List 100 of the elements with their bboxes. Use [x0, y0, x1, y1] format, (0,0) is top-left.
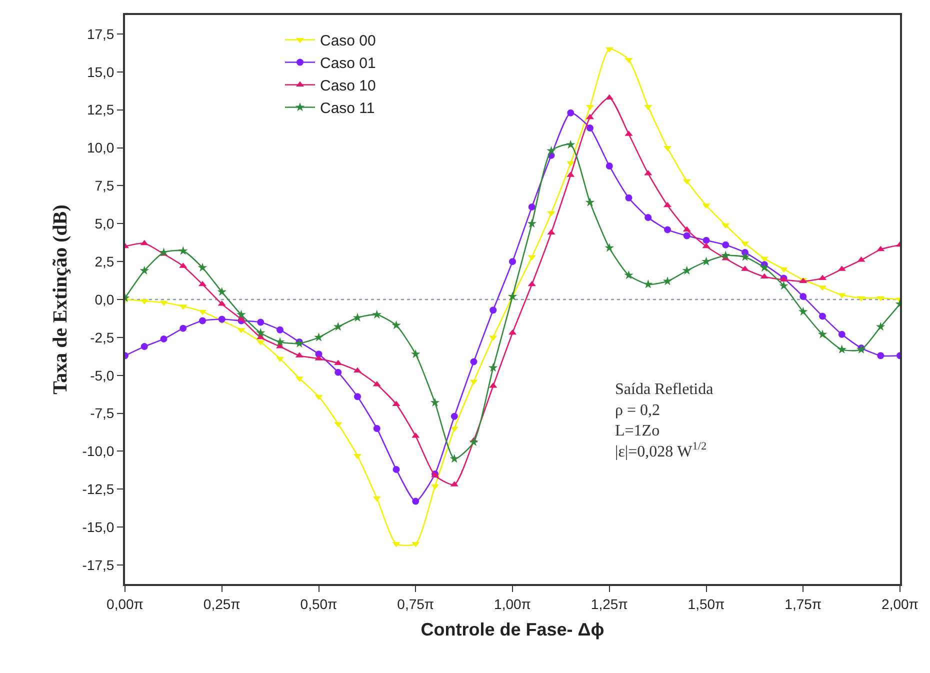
- point: [236, 310, 246, 319]
- point: [140, 299, 148, 305]
- point: [314, 394, 323, 400]
- point: [412, 498, 420, 505]
- point: [683, 232, 690, 240]
- point: [819, 312, 826, 320]
- point: [643, 279, 653, 288]
- point: [509, 258, 516, 266]
- point: [566, 140, 576, 149]
- y-tick-label: -5,0: [90, 367, 114, 384]
- point: [682, 179, 691, 185]
- point: [160, 335, 168, 342]
- point: [798, 306, 808, 316]
- point: [140, 266, 150, 275]
- point: [140, 240, 148, 246]
- point: [682, 266, 692, 275]
- point: [720, 250, 730, 260]
- y-tick-label: -7,5: [90, 405, 114, 422]
- point: [489, 382, 498, 388]
- x-tick-label: 2,00π: [882, 596, 919, 612]
- point: [488, 362, 498, 372]
- point: [372, 310, 382, 319]
- legend-label: Caso 01: [320, 55, 376, 72]
- point: [257, 318, 264, 326]
- point: [218, 316, 226, 323]
- point: [450, 454, 460, 463]
- y-tick-label: 5,0: [94, 216, 114, 232]
- legend-label: Caso 00: [320, 32, 376, 50]
- point: [430, 398, 440, 407]
- y-axis-title: Taxa de Extinção (dB): [49, 204, 72, 394]
- point: [178, 246, 188, 255]
- y-tick-label: -2,5: [90, 329, 114, 346]
- point: [740, 252, 750, 261]
- point: [392, 466, 400, 473]
- point: [256, 328, 266, 337]
- point: [410, 349, 420, 358]
- x-tick-label: 0,50π: [300, 596, 338, 612]
- point: [606, 162, 613, 170]
- point: [876, 246, 885, 252]
- x-tick-label: 0,00π: [106, 596, 144, 612]
- point: [140, 343, 148, 350]
- point: [199, 317, 206, 324]
- y-tick-label: 0,0: [94, 291, 114, 308]
- point: [722, 223, 730, 229]
- point: [469, 437, 478, 446]
- point: [392, 320, 401, 330]
- point: [604, 243, 614, 252]
- point: [702, 242, 710, 248]
- point: [217, 287, 227, 296]
- point: [644, 214, 652, 222]
- point: [605, 47, 614, 53]
- point: [372, 380, 381, 386]
- legend-label: Caso 10: [320, 78, 376, 95]
- point: [352, 312, 362, 322]
- y-tick-label: -12,5: [82, 481, 114, 498]
- point: [528, 203, 536, 210]
- point: [780, 267, 788, 273]
- x-tick-label: 0,25π: [203, 596, 241, 612]
- y-tick-label: 17,5: [86, 26, 114, 42]
- point: [275, 337, 285, 346]
- annotation: ρ = 0,2: [615, 402, 660, 419]
- point: [333, 322, 343, 331]
- point: [546, 146, 556, 155]
- point: [567, 109, 574, 116]
- point: [624, 270, 634, 280]
- point: [334, 368, 342, 376]
- point: [779, 280, 788, 290]
- x-tick-label: 1,75π: [784, 596, 822, 612]
- legend-label: Caso 11: [320, 100, 375, 118]
- point: [664, 226, 671, 234]
- point: [702, 256, 711, 266]
- point: [160, 300, 168, 306]
- y-tick-label: -17,5: [82, 556, 114, 573]
- point: [354, 393, 361, 400]
- point: [800, 292, 807, 300]
- point: [527, 218, 537, 228]
- point: [180, 324, 187, 332]
- point: [838, 330, 846, 338]
- point: [276, 326, 284, 334]
- point: [702, 236, 710, 244]
- point: [818, 330, 828, 338]
- point: [198, 262, 208, 272]
- point: [760, 262, 770, 272]
- point: [586, 124, 594, 132]
- point: [314, 332, 324, 342]
- line-series: [125, 47, 900, 548]
- point: [508, 292, 518, 300]
- point: [877, 352, 884, 360]
- x-tick-label: 0,75π: [397, 596, 434, 612]
- x-tick-label: 1,00π: [494, 596, 532, 612]
- point: [528, 280, 536, 286]
- y-tick-label: 7,5: [94, 178, 114, 194]
- point: [662, 276, 672, 286]
- y-tick-label: -15,0: [82, 519, 114, 535]
- point: [585, 197, 595, 206]
- point: [547, 211, 556, 217]
- point: [470, 358, 478, 366]
- point: [490, 306, 497, 314]
- point: [625, 194, 632, 202]
- annotation: L=1Zo: [615, 422, 660, 440]
